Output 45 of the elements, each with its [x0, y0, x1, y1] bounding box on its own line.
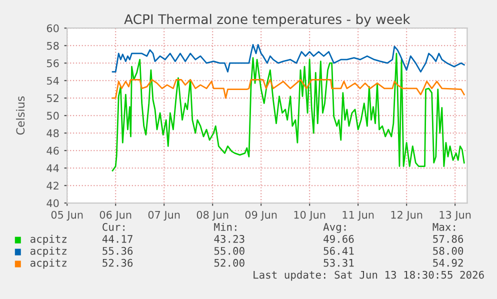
y-tick-label: 52	[47, 94, 58, 102]
text: 56.41	[324, 246, 354, 255]
x-tick-label: 12 Jun	[391, 210, 422, 221]
y-tick-label: 44	[46, 164, 59, 172]
y-tick-label: 40	[46, 199, 59, 208]
line-series	[112, 44, 465, 73]
text: Max:	[432, 223, 455, 231]
text: Min:	[214, 222, 236, 231]
text: 52.36	[102, 258, 133, 267]
x-tick-label: 10 Jun	[294, 210, 326, 221]
x-tick-label: 13 Jun	[440, 210, 471, 221]
y-tick-label: 48	[46, 129, 59, 138]
line-series	[112, 79, 465, 99]
text: 57.86	[433, 234, 464, 243]
text: 55.36	[102, 246, 133, 255]
text: 58.00	[433, 246, 464, 255]
x-tick-label: 07 Jun	[148, 210, 180, 221]
y-tick-label: 46	[46, 146, 59, 155]
text: 49.66	[324, 234, 354, 243]
text: Last update: Sat Jun 13 18:30:55 2026	[254, 270, 484, 281]
text: 53.31	[324, 258, 354, 267]
text: Cur:	[102, 223, 124, 231]
text: 52.00	[214, 258, 244, 267]
x-tick-label: 09 Jun	[245, 210, 277, 221]
line-series	[112, 52, 465, 172]
chart-title: ACPI Thermal zone temperatures - by week	[124, 14, 410, 27]
y-tick-label: 42	[46, 182, 58, 190]
legend-label: acpitz	[30, 246, 66, 257]
y-tick-label: 58	[47, 42, 59, 50]
y-axis-title: Celsius	[16, 96, 25, 135]
text: 43.23	[214, 234, 244, 243]
y-tick-label: 56	[47, 59, 59, 68]
text: 55.00	[214, 246, 244, 255]
text: 54.92	[433, 258, 463, 267]
y-tick-label: 54	[47, 76, 59, 85]
text: Avg:	[323, 223, 346, 233]
y-tick-label: 60	[46, 24, 59, 32]
y-tick-label: 50	[47, 112, 59, 120]
x-tick-label: 06 Jun	[100, 210, 132, 221]
x-tick-label: 11 Jun	[342, 210, 374, 221]
legend-label: acpitz	[30, 234, 66, 245]
text: 44.17	[102, 235, 132, 243]
legend-label: acpitz	[30, 258, 66, 269]
x-tick-label: 05 Jun	[51, 210, 83, 221]
x-tick-label: 08 Jun	[196, 210, 228, 221]
